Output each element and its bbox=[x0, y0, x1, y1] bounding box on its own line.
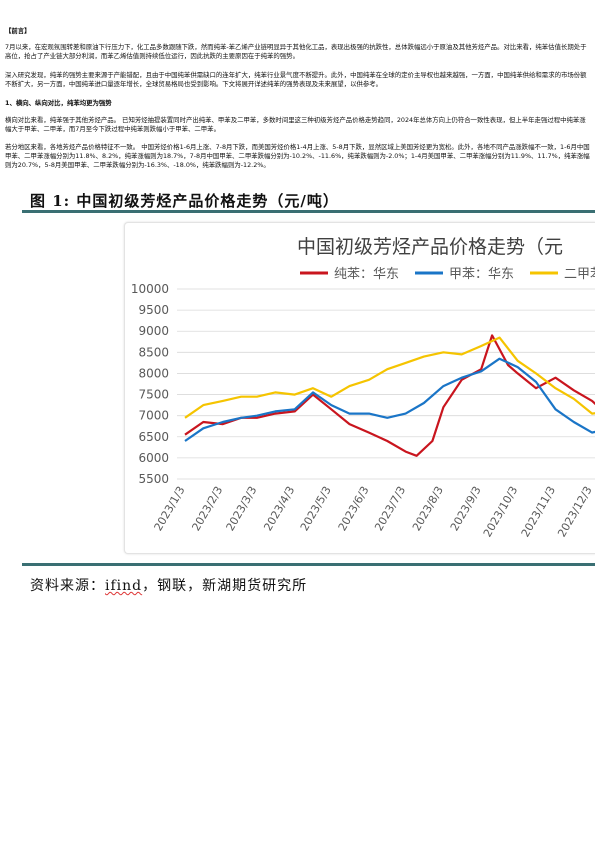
series-line bbox=[184, 357, 595, 442]
source-prefix: 资料来源： bbox=[30, 578, 105, 594]
preface-paragraph-1: 7月以来，在宏观氛围转差和原油下行压力下，化工品多数跟随下跌，然而纯苯-苯乙烯产… bbox=[5, 43, 587, 60]
body-paragraph-3: 横向对比来看，纯苯强于其他芳烃产品。 已知芳烃抽提装置同时产出纯苯、甲苯及二甲苯… bbox=[5, 116, 586, 133]
price-chart: 中国初级芳烃产品价格走势（元 纯苯：华东 甲苯：华东 二甲苯 5500 6000 650… bbox=[124, 222, 595, 554]
y-tick-label: 10000 bbox=[131, 282, 169, 296]
legend-label: 二甲苯 bbox=[564, 267, 595, 282]
source-ifind: ifind bbox=[105, 578, 143, 594]
x-tick-label: 2023/2/3 bbox=[189, 484, 225, 533]
section-heading-1: 1、横向、纵向对比，纯苯均更为强势 bbox=[5, 99, 112, 107]
y-tick-label: 7000 bbox=[138, 409, 169, 423]
y-tick-label: 8000 bbox=[138, 366, 169, 380]
x-tick-label: 2023/12/3 bbox=[555, 484, 594, 539]
price-chart-svg: 中国初级芳烃产品价格走势（元 纯苯：华东 甲苯：华东 二甲苯 5500 6000 650… bbox=[131, 236, 595, 539]
y-tick-label: 6000 bbox=[138, 451, 169, 465]
figure-bottom-rule bbox=[22, 563, 595, 566]
source-rest: ，钢联，新湖期货研究所 bbox=[142, 578, 308, 594]
x-tick-label: 2023/3/3 bbox=[224, 484, 260, 533]
figure-source: 资料来源：ifind，钢联，新湖期货研究所 bbox=[30, 575, 307, 595]
figure-title: 图 1: 中国初级芳烃产品价格走势（元/吨） bbox=[30, 192, 339, 210]
chart-y-axis: 5500 6000 6500 7000 7500 8000 8500 9000 9500 1000… bbox=[131, 282, 169, 486]
y-tick-label: 6500 bbox=[138, 430, 169, 444]
figure-top-rule bbox=[22, 210, 595, 213]
x-tick-label: 2023/8/3 bbox=[410, 484, 446, 533]
chart-title: 中国初级芳烃产品价格走势（元 bbox=[297, 236, 563, 258]
legend-label: 纯苯：华东 bbox=[334, 267, 399, 282]
x-tick-label: 2023/4/3 bbox=[261, 484, 297, 533]
y-tick-label: 5500 bbox=[138, 472, 169, 486]
x-tick-label: 2023/10/3 bbox=[481, 484, 520, 539]
preface-paragraph-2: 深入研究发现，纯苯的强势主要来源于产能错配，且由于中国纯苯供需缺口的连年扩大，纯… bbox=[5, 71, 587, 88]
series-line bbox=[184, 336, 595, 419]
x-tick-label: 2023/6/3 bbox=[336, 484, 372, 533]
x-tick-label: 2023/11/3 bbox=[519, 484, 558, 539]
x-tick-label: 2023/1/3 bbox=[152, 484, 188, 533]
preface-heading: 【前言】 bbox=[5, 27, 31, 35]
chart-series-lines bbox=[184, 334, 595, 457]
legend-label: 甲苯：华东 bbox=[449, 267, 514, 282]
y-tick-label: 8500 bbox=[138, 345, 169, 359]
chart-legend: 纯苯：华东 甲苯：华东 二甲苯 bbox=[300, 267, 595, 282]
body-paragraph-4: 若分地区来看，各地芳烃产品价格特征不一致。 中国芳烃价格1-6月上涨、7-8月下… bbox=[5, 143, 590, 169]
x-tick-label: 2023/7/3 bbox=[372, 484, 408, 533]
series-line bbox=[184, 334, 595, 457]
y-tick-label: 9000 bbox=[138, 324, 169, 338]
y-tick-label: 7500 bbox=[138, 388, 169, 402]
x-tick-label: 2023/5/3 bbox=[298, 484, 334, 533]
x-tick-label: 2023/9/3 bbox=[448, 484, 484, 533]
y-tick-label: 9500 bbox=[138, 303, 169, 317]
